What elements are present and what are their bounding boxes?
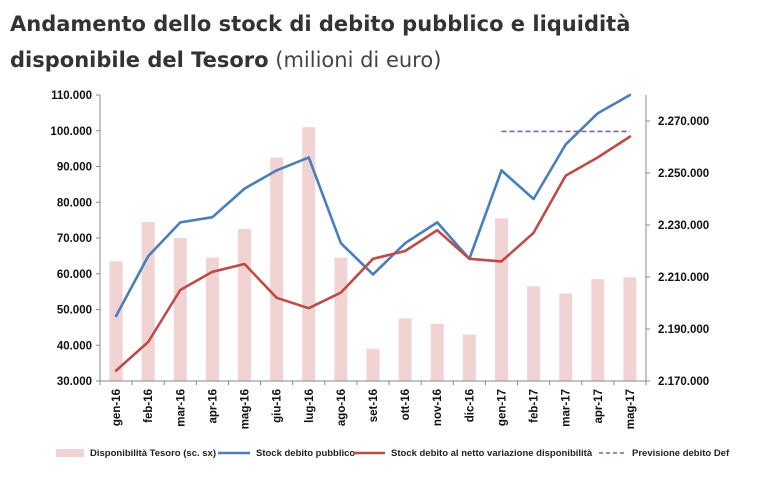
legend-red-line-label: Stock debito al netto variazione disponi… (391, 448, 593, 459)
left-tick-label: 100.000 (50, 126, 92, 138)
bar-mag-17 (623, 277, 637, 381)
right-tick-label: 2.190.000 (658, 324, 709, 336)
bar-nov-16 (430, 323, 444, 381)
bar-apr-16 (205, 257, 219, 381)
bar-set-16 (366, 348, 380, 381)
x-tick-label-mag-17: mag-17 (625, 389, 637, 429)
bar-lug-16 (302, 127, 316, 381)
x-tick-label-gen-17: gen-17 (496, 389, 508, 426)
legend-bar-label: Disponibilità Tesoro (sc. sx) (90, 448, 216, 459)
x-tick-label-mar-17: mar-17 (561, 389, 573, 427)
x-tick-label-ago-16: ago-16 (336, 389, 348, 426)
left-tick-label: 90.000 (57, 162, 92, 174)
left-tick-label: 40.000 (57, 340, 92, 352)
x-tick-label-mar-16: mar-16 (175, 389, 187, 427)
bar-feb-17 (527, 286, 541, 381)
right-tick-label: 2.170.000 (658, 376, 709, 388)
bars-layer (109, 127, 637, 381)
legend-dashed-line-label: Previsione debito Def (632, 448, 730, 459)
x-tick-label-set-16: set-16 (368, 389, 380, 422)
left-tick-label: 80.000 (57, 197, 92, 209)
chart-title-unit: (milioni di euro) (275, 48, 442, 72)
right-tick-label: 2.210.000 (658, 272, 709, 284)
axes-layer (96, 94, 650, 385)
chart-title: Andamento dello stock di debito pubblico… (10, 6, 755, 78)
x-tick-label-apr-16: apr-16 (207, 389, 219, 424)
left-tick-label: 60.000 (57, 269, 92, 281)
x-tick-label-mag-16: mag-16 (240, 389, 252, 429)
x-tick-label-feb-17: feb-17 (529, 389, 541, 423)
legend: Disponibilità Tesoro (sc. sx) Stock debit… (56, 448, 730, 459)
legend-bar-swatch (56, 449, 84, 457)
bar-gen-16 (109, 261, 123, 381)
left-tick-label: 70.000 (57, 233, 92, 245)
bar-ott-16 (398, 318, 412, 381)
bar-mar-16 (173, 238, 187, 381)
bar-gen-17 (494, 218, 508, 381)
left-tick-label: 30.000 (57, 376, 92, 388)
x-tick-label-feb-16: feb-16 (143, 389, 155, 423)
series-line-2 (114, 135, 632, 372)
left-tick-label: 110.000 (51, 90, 92, 102)
x-tick-label-ott-16: ott-16 (400, 389, 412, 420)
bar-dic-16 (462, 334, 476, 381)
lines-layer (114, 93, 632, 372)
bar-ago-16 (334, 257, 348, 381)
labels-layer: 30.000 40.000 50.000 60.000 70.000 80.000 90.0… (50, 90, 709, 429)
x-tick-label-apr-17: apr-17 (593, 389, 605, 424)
bar-mar-17 (559, 293, 573, 381)
bar-mag-16 (238, 229, 252, 381)
bar-feb-16 (141, 221, 155, 381)
left-tick-label: 50.000 (57, 305, 92, 317)
right-tick-label: 2.230.000 (658, 220, 709, 232)
right-tick-label: 2.250.000 (658, 168, 709, 180)
x-tick-label-lug-16: lug-16 (304, 389, 316, 423)
bar-apr-17 (591, 279, 605, 381)
chart-title-main: Andamento dello stock di debito pubblico… (10, 12, 631, 72)
bar-giu-16 (270, 157, 284, 381)
x-tick-label-gen-16: gen-16 (111, 389, 123, 426)
right-tick-label: 2.270.000 (658, 116, 709, 128)
x-tick-label-nov-16: nov-16 (432, 389, 444, 426)
x-tick-label-dic-16: dic-16 (464, 389, 476, 422)
x-tick-label-giu-16: giu-16 (272, 389, 284, 423)
legend-blue-line-label: Stock debito pubblico (256, 448, 355, 459)
